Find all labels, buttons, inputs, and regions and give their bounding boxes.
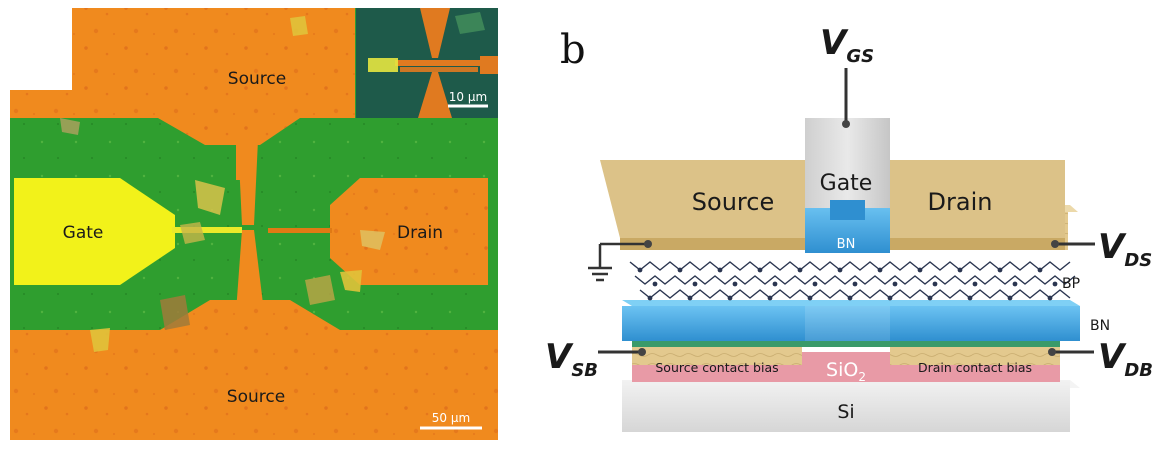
drain-slab (888, 160, 1065, 238)
label-bn-bottom: BN (1090, 318, 1110, 334)
bn-layer-bottom (622, 306, 1080, 341)
label-drain-contact-bias: Drain contact bias (918, 360, 1032, 375)
gate-pad (14, 178, 175, 285)
label-source-contact-bias: Source contact bias (655, 360, 778, 375)
drain-lead (268, 228, 332, 233)
bp-layer (629, 261, 1076, 299)
label-bp: BP (1062, 276, 1080, 292)
bottom-gate-film (632, 341, 1060, 347)
label-vdb: VDB (1098, 337, 1153, 381)
label-drain: Drain (397, 223, 443, 243)
bp-atoms (637, 267, 1058, 301)
label-source-b: Source (692, 188, 774, 216)
panel-b-device-schematic: Si SiO2 Source contact bias Drain contac… (545, 23, 1153, 432)
label-vds: VDS (1098, 227, 1152, 271)
channel-finger-bottom (236, 230, 264, 312)
inset-scale-label: 10 μm (449, 90, 487, 104)
label-si: Si (837, 401, 854, 423)
ground-symbol (588, 242, 648, 282)
source-contact-strip (632, 347, 802, 365)
gate-block (805, 118, 890, 208)
panel-b-letter: b (560, 27, 586, 73)
letter-a-box (10, 8, 72, 90)
panel-a-micrograph: 10 μm Source Gate Drain Source 50 μm (10, 8, 498, 440)
inset-micrograph: 10 μm (356, 8, 498, 118)
label-vgs: VGS (820, 23, 874, 67)
drain-contact-strip (890, 347, 1060, 365)
label-gate: Gate (63, 223, 104, 243)
main-scale-label: 50 μm (432, 411, 470, 425)
label-source-top: Source (228, 69, 286, 89)
source-slab (600, 160, 808, 238)
label-source-bottom: Source (227, 387, 285, 407)
channel-finger-top (238, 140, 258, 225)
gate-lead (172, 227, 242, 233)
label-bn-top: BN (837, 237, 856, 252)
label-drain-b: Drain (928, 188, 993, 216)
label-gate-b: Gate (820, 171, 873, 196)
si-substrate (622, 380, 1070, 432)
label-sio2: SiO2 (826, 359, 866, 384)
label-vsb: VSB (545, 337, 598, 381)
